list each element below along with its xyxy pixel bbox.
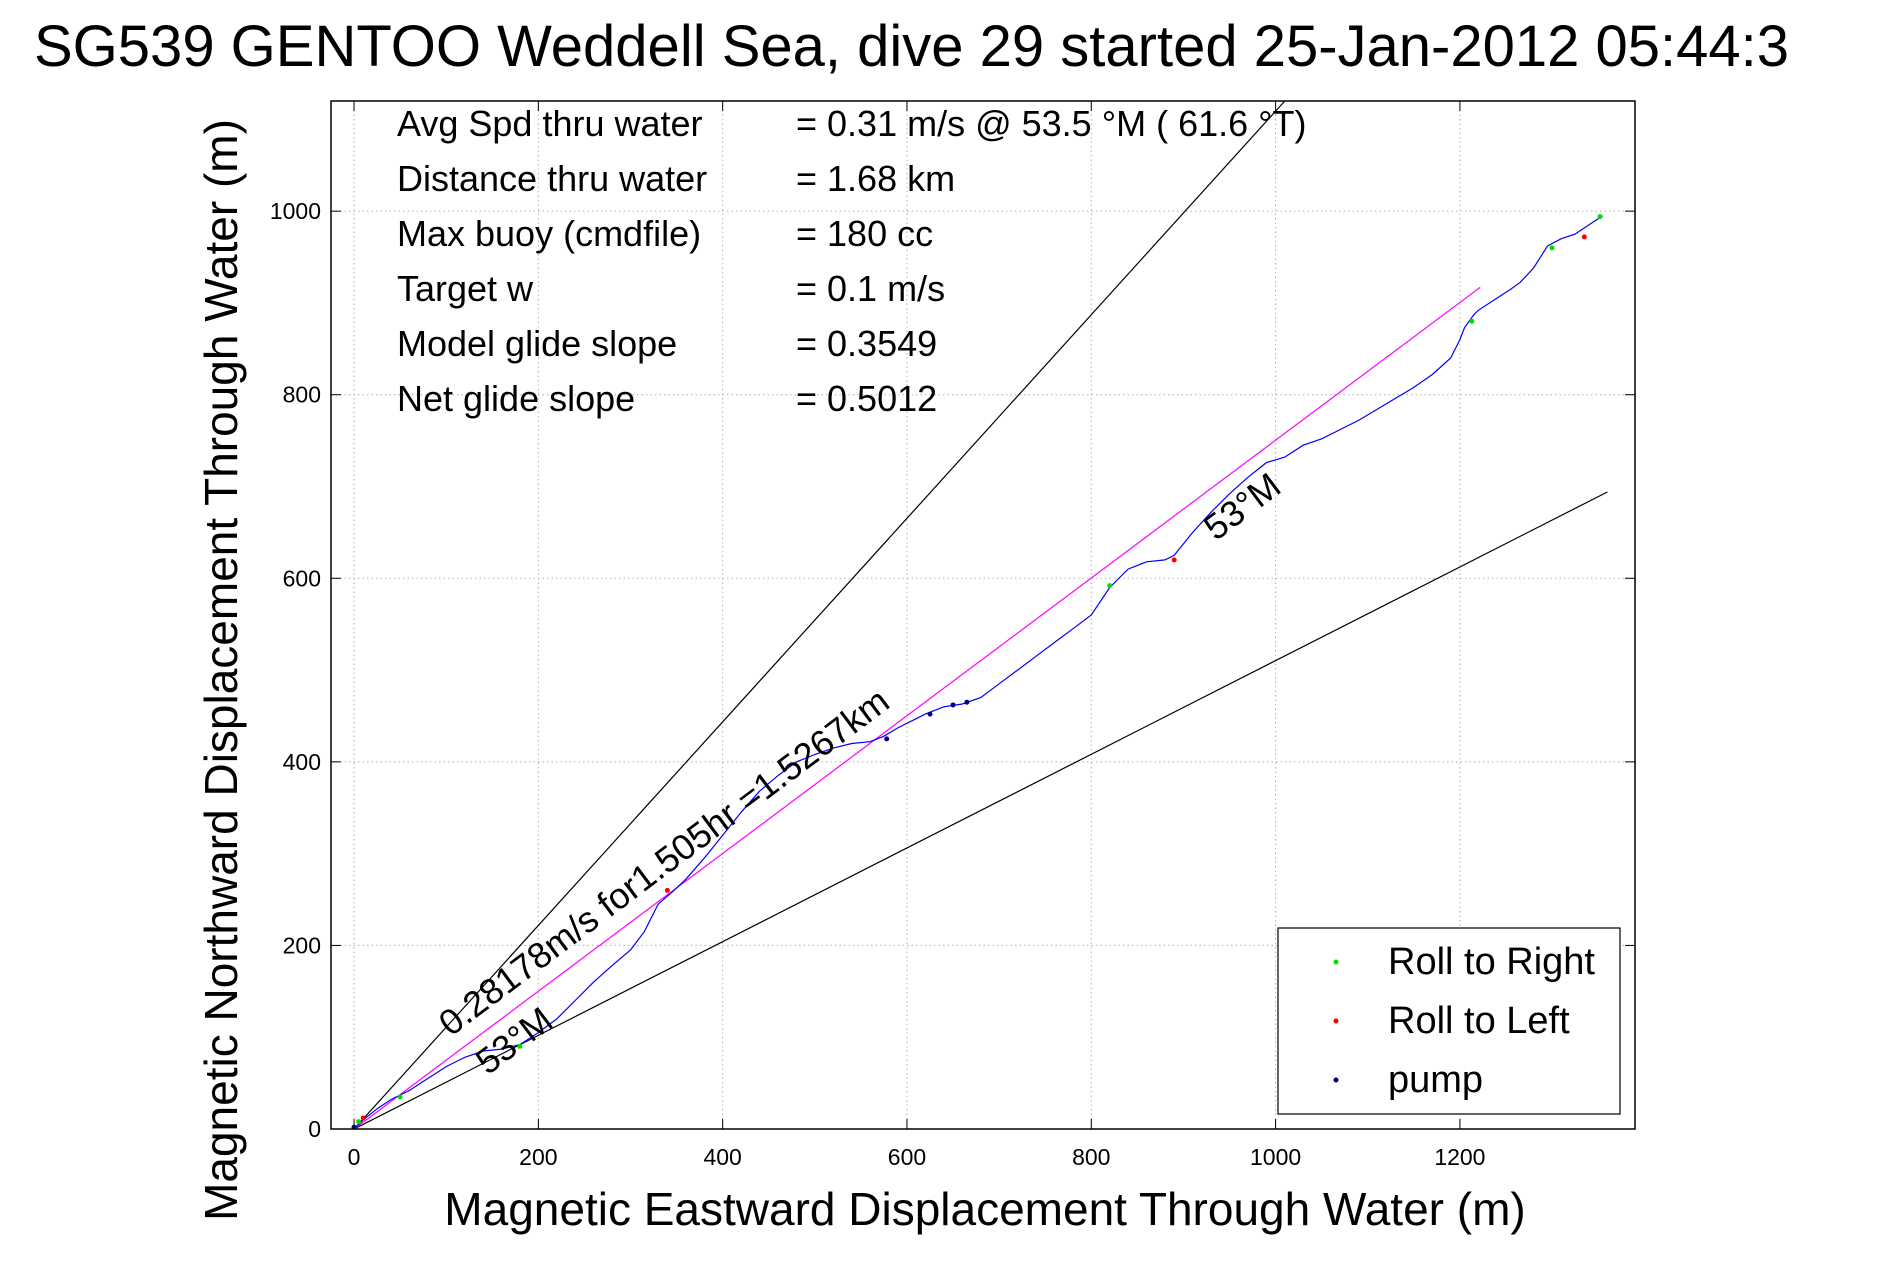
event-markers <box>351 214 1603 1130</box>
y-axis-label: Magnetic Northward Displacement Through … <box>195 119 247 1221</box>
legend-marker <box>1333 1077 1339 1083</box>
event-marker <box>1581 234 1587 240</box>
legend-label: pump <box>1388 1059 1483 1101</box>
stat-value: = 180 cc <box>796 213 933 254</box>
reference-line <box>353 491 1608 1130</box>
y-tick-label: 200 <box>283 932 321 958</box>
event-marker <box>950 702 956 708</box>
event-marker <box>360 1115 366 1121</box>
stat-label: Model glide slope <box>397 323 677 364</box>
event-marker <box>517 1043 523 1049</box>
stat-value: = 0.31 m/s @ 53.5 °M ( 61.6 °T) <box>796 103 1307 144</box>
event-marker <box>1469 318 1475 324</box>
y-tick-label: 1000 <box>270 198 321 224</box>
track-line <box>353 215 1604 1130</box>
stat-value: = 1.68 km <box>796 158 955 199</box>
event-marker <box>884 736 890 742</box>
event-marker <box>1107 583 1113 589</box>
y-tick-label: 400 <box>283 749 321 775</box>
stat-label: Net glide slope <box>397 378 635 419</box>
axis-ticks: 0 200 400 600 800 1000 1200 0 200 400 600 800 1000 <box>270 101 1635 1170</box>
stat-value: = 0.1 m/s <box>796 268 945 309</box>
stat-value: = 0.3549 <box>796 323 937 364</box>
stat-label: Avg Spd thru water <box>397 103 703 144</box>
x-axis-label: Magnetic Eastward Displacement Through W… <box>444 1183 1525 1235</box>
event-marker <box>664 887 670 893</box>
legend-label: Roll to Right <box>1388 941 1595 983</box>
x-tick-label: 1000 <box>1250 1144 1301 1170</box>
reference-line <box>353 286 1481 1130</box>
stats-block: Avg Spd thru water = 0.31 m/s @ 53.5 °M (… <box>397 103 1307 419</box>
stat-label: Distance thru water <box>397 158 707 199</box>
x-tick-label: 0 <box>348 1144 361 1170</box>
legend-marker <box>1333 1018 1339 1024</box>
event-marker <box>927 711 933 717</box>
event-marker <box>356 1119 362 1125</box>
stat-label: Max buoy (cmdfile) <box>397 213 701 254</box>
x-tick-label: 600 <box>888 1144 926 1170</box>
event-marker <box>1171 557 1177 563</box>
x-tick-label: 400 <box>703 1144 741 1170</box>
legend-marker <box>1333 959 1339 965</box>
y-tick-label: 800 <box>283 382 321 408</box>
legend-label: Roll to Left <box>1388 1000 1570 1042</box>
y-tick-label: 0 <box>308 1116 321 1142</box>
event-marker <box>964 699 970 705</box>
event-marker <box>1597 214 1603 220</box>
x-tick-label: 200 <box>519 1144 557 1170</box>
chart-title: SG539 GENTOO Weddell Sea, dive 29 starte… <box>34 14 1789 79</box>
reference-line <box>353 100 1286 1130</box>
stat-label: Target w <box>397 268 534 309</box>
event-marker <box>1549 245 1555 251</box>
stat-value: = 0.5012 <box>796 378 937 419</box>
x-tick-label: 1200 <box>1434 1144 1485 1170</box>
y-tick-label: 600 <box>283 565 321 591</box>
legend: Roll to Right Roll to Left pump <box>1277 927 1621 1115</box>
x-tick-label: 800 <box>1072 1144 1110 1170</box>
plot-frame <box>330 100 1636 1130</box>
event-marker <box>397 1094 403 1100</box>
dive-track <box>353 215 1604 1130</box>
reference-lines <box>353 100 1608 1130</box>
